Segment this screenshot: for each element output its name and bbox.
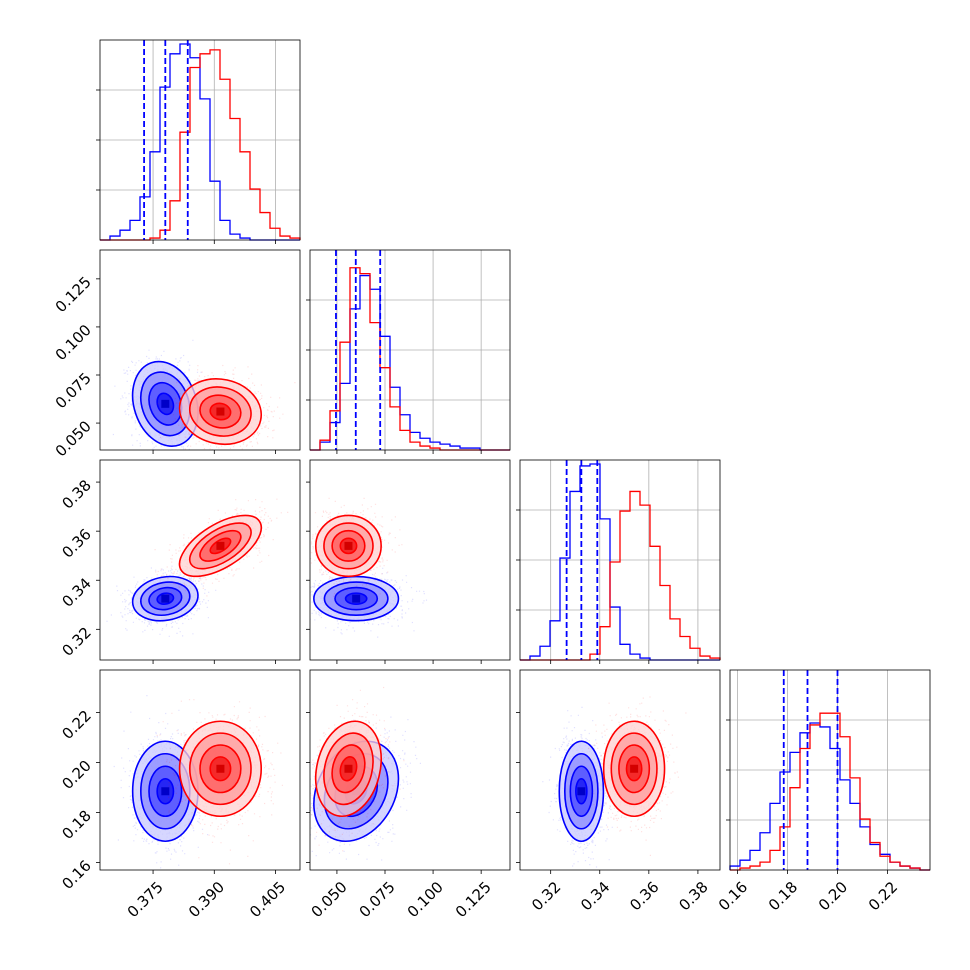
- blue-density-peak: [577, 787, 586, 796]
- panel-1-0: 0.050 0.075 0.100 0.125: [52, 249, 301, 460]
- x-tick-label: 0.375: [124, 878, 167, 921]
- y-tick-label: 0.22: [58, 707, 94, 743]
- panel-frame: [99, 459, 301, 661]
- x-tick-label: 0.075: [356, 878, 399, 921]
- x-tick-label: 0.22: [865, 878, 901, 914]
- panel-content: [310, 497, 428, 638]
- panel-frame: [309, 669, 511, 871]
- x-tick-label: 0.16: [715, 878, 751, 914]
- y-tick-label: 0.32: [58, 623, 94, 659]
- y-tick-label: 0.050: [52, 417, 95, 460]
- red-density-peak: [216, 407, 225, 416]
- y-tick-label: 0.34: [58, 574, 94, 610]
- panel-frame: [519, 669, 721, 871]
- panel-2-1: [306, 459, 511, 664]
- panel-frame: [99, 669, 301, 871]
- panel-3-0: 0.375 0.390 0.405 0.16 0.18 0.20 0.22: [58, 669, 301, 921]
- panel-frame: [99, 249, 301, 451]
- blue-density-peak: [352, 594, 361, 603]
- x-tick-label: 0.34: [577, 878, 613, 914]
- panel-2-0: 0.32 0.34 0.36 0.38: [58, 459, 301, 664]
- panel-1-1: [306, 249, 511, 454]
- panel-0-0: [96, 39, 301, 244]
- panel-content: [310, 686, 421, 861]
- red-histogram-0: [100, 49, 301, 241]
- x-tick-label: 0.125: [452, 878, 495, 921]
- blue-scatter-points: [310, 716, 421, 861]
- x-tick-label: 0.32: [528, 878, 564, 914]
- panel-2-2: [516, 459, 721, 664]
- x-tick-label: 0.390: [185, 878, 228, 921]
- y-tick-label: 0.18: [58, 807, 94, 843]
- panel-3-2: 0.32 0.34 0.36 0.38: [516, 669, 721, 914]
- y-tick-label: 0.38: [58, 476, 94, 512]
- x-tick-label: 0.100: [404, 878, 447, 921]
- y-tick-label: 0.125: [52, 273, 95, 316]
- blue-scatter-points: [106, 564, 217, 637]
- red-density-peak: [216, 764, 225, 773]
- x-tick-label: 0.405: [246, 878, 289, 921]
- panel-content: [100, 339, 296, 450]
- panel-3-3: 0.16 0.18 0.20 0.22: [715, 669, 931, 914]
- panel-content: [106, 498, 289, 637]
- blue-density-peak: [161, 399, 170, 408]
- blue-histogram-0: [100, 43, 300, 241]
- y-tick-label: 0.20: [58, 757, 94, 793]
- panel-3-1: 0.050 0.075 0.100 0.125: [306, 669, 511, 921]
- x-tick-label: 0.38: [675, 878, 711, 914]
- x-tick-label: 0.050: [308, 878, 351, 921]
- y-tick-label: 0.16: [58, 857, 94, 893]
- red-density-peak: [344, 541, 353, 550]
- red-density-peak: [216, 541, 225, 550]
- blue-density-peak: [161, 787, 170, 796]
- red-histogram-3: [730, 712, 930, 871]
- blue-histogram-3: [729, 722, 930, 871]
- red-density-peak: [344, 764, 353, 773]
- panel-content: [542, 696, 687, 868]
- x-tick-label: 0.36: [626, 878, 662, 914]
- panel-content: [113, 695, 283, 869]
- red-density-peak: [630, 764, 639, 773]
- y-tick-label: 0.075: [52, 369, 95, 412]
- panel-frame: [309, 459, 511, 661]
- y-tick-label: 0.100: [52, 321, 95, 364]
- blue-density-peak: [161, 594, 170, 603]
- y-tick-label: 0.36: [58, 525, 94, 561]
- x-tick-label: 0.18: [765, 878, 801, 914]
- x-tick-label: 0.20: [815, 878, 851, 914]
